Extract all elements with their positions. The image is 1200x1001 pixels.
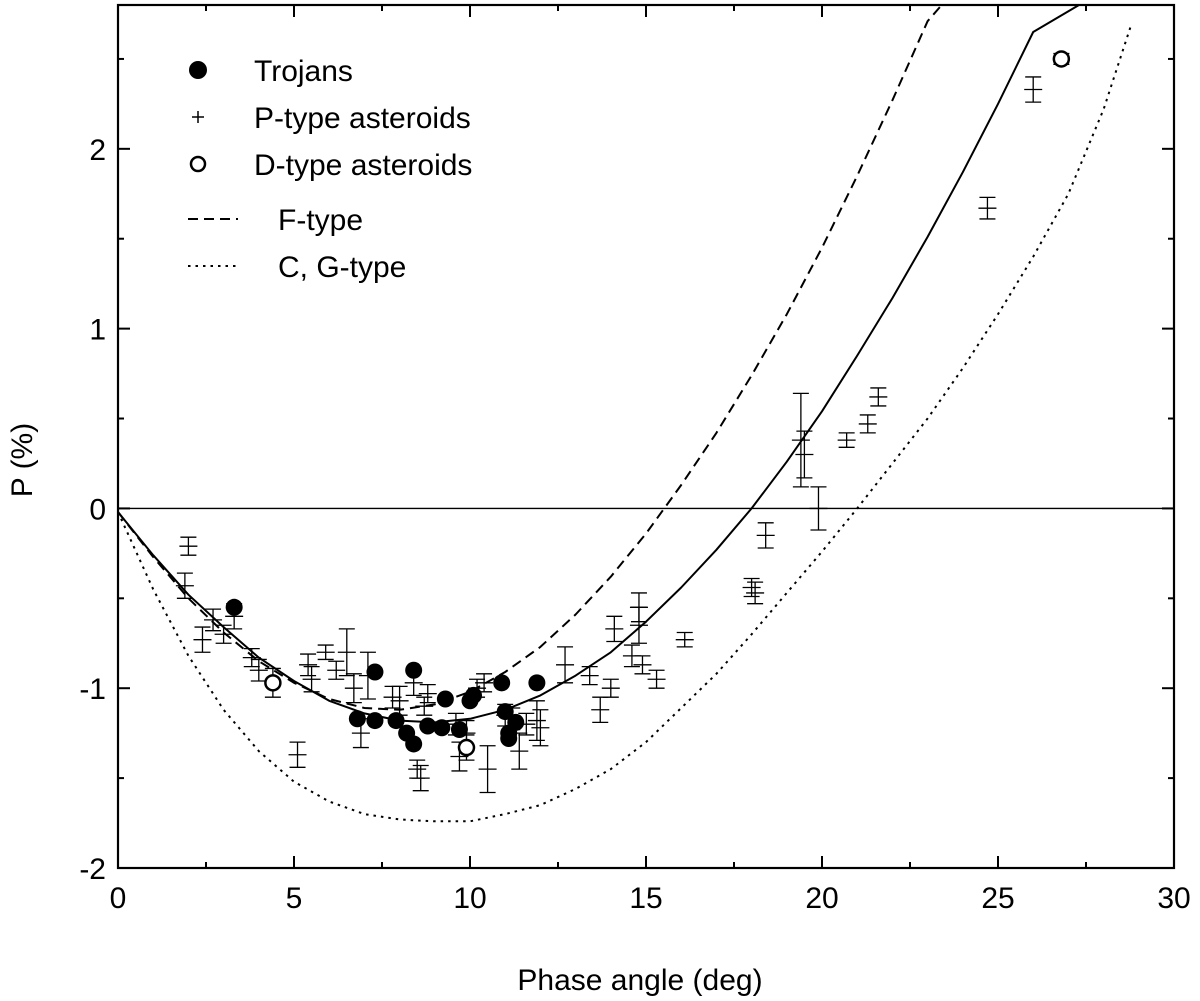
trojan-point: [366, 712, 384, 730]
trojan-point: [436, 690, 454, 708]
x-tick-label: 15: [629, 882, 662, 915]
model-curves: [118, 5, 1133, 823]
trojan-point: [493, 674, 511, 692]
x-tick-label: 5: [286, 882, 303, 915]
trojan-point: [500, 730, 518, 748]
trojan-point: [405, 735, 423, 753]
legend-label: D-type asteroids: [254, 149, 472, 182]
y-tick-label: -1: [79, 673, 106, 706]
y-tick-label: 2: [89, 134, 106, 167]
d-type-point: [1052, 50, 1071, 68]
trojan-point: [507, 713, 525, 731]
trojan-point: [366, 663, 384, 681]
trojan-point: [465, 686, 483, 704]
curve-f-type: [118, 5, 943, 711]
d-type-point: [457, 738, 476, 757]
legend-trojan-symbol: [189, 61, 207, 79]
x-tick-label: 20: [805, 882, 838, 915]
y-tick-label: 1: [89, 314, 106, 347]
x-tick-label: 30: [1157, 882, 1190, 915]
legend-label: P-type asteroids: [254, 102, 471, 135]
x-tick-label: 25: [981, 882, 1014, 915]
axes: Phase angle (deg) P (%) 0 5 10 15 20 25 30-2-1…: [6, 5, 1191, 997]
legend-label: F-type: [278, 204, 363, 237]
curve-c-g-type: [118, 22, 1133, 823]
x-tick-label: 0: [110, 882, 127, 915]
trojan-point: [528, 674, 546, 692]
y-tick-label: 0: [89, 493, 106, 526]
legend-label: Trojans: [254, 55, 353, 88]
legend: Trojans P-type asteroids D-type asteroids F…: [188, 55, 472, 284]
legend-label: C, G-type: [278, 251, 406, 284]
x-tick-label: 10: [453, 882, 486, 915]
legend-d-type-symbol: [189, 155, 207, 173]
trojan-point: [433, 719, 451, 737]
y-tick-label: -2: [79, 853, 106, 886]
y-axis-title: P (%): [6, 423, 39, 497]
x-axis-title: Phase angle (deg): [517, 964, 762, 997]
trojan-point: [387, 712, 405, 730]
curve-d-type-fit: [118, 5, 1080, 724]
d-type-point: [264, 674, 282, 692]
trojan-point: [450, 721, 468, 739]
data-points: [175, 50, 1071, 794]
trojan-point: [419, 717, 437, 735]
